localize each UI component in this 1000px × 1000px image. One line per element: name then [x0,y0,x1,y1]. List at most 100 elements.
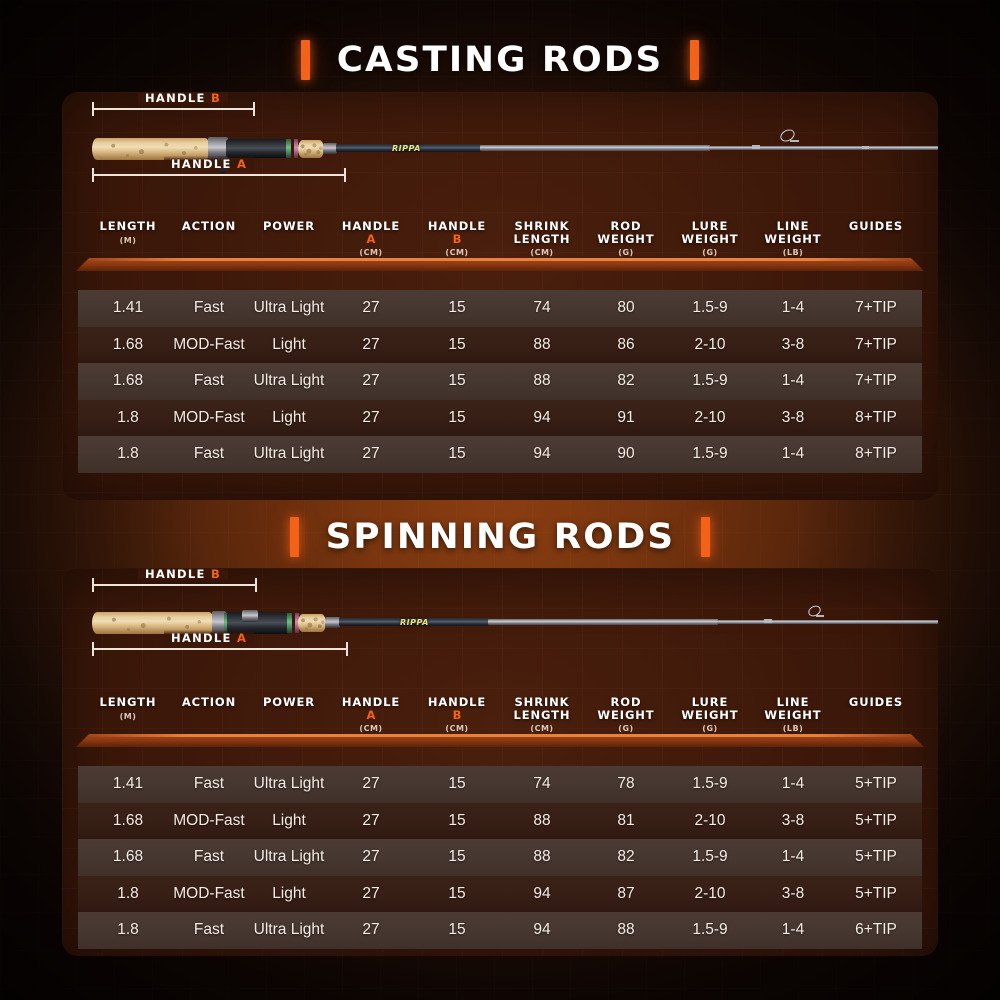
winding-ring-green-rear [224,613,228,633]
table-cell: 5+TIP [855,848,897,866]
column-header-label: POWER [262,695,316,709]
column-header-letter: A [366,707,376,722]
rod-blank-butt [336,144,481,152]
dimension-handle-b: HANDLE B [92,92,255,116]
rod-brand-text: RIPPA [392,144,421,153]
column-header-unit: (LB) [782,724,804,733]
table-cell: Ultra Light [253,299,325,317]
table-cell: 27 [362,372,380,390]
table-cell: 27 [362,335,380,353]
table-cell: Light [272,811,306,829]
table-cell: Light [272,335,306,353]
column-header-line-weight: LINE WEIGHT (LB) [753,220,833,257]
column-header-length: LENGTH (M) [90,220,166,245]
table-cell: 7+TIP [855,335,897,353]
reel-seat-hood [208,137,228,160]
dimension-label-letter: A [236,157,248,171]
table-cell: Fast [193,372,225,390]
dimension-line [92,648,348,650]
rod-blank-mid [480,145,710,151]
rod-brand-text: RIPPA [400,618,429,627]
dimension-line [92,174,346,176]
column-header-lure-weight: LURE WEIGHT (G) [670,220,750,257]
column-header-letter: A [366,231,376,246]
table-cell: 91 [617,408,635,426]
column-header-label: ROD WEIGHT [597,695,655,722]
reel-seat-body [226,139,288,158]
table-row: 1.8 MOD-Fast Light 27 15 94 91 2-10 3-8 8+TIP [78,399,922,436]
winding-ring-pink [294,139,298,158]
column-header-unit: (G) [618,724,634,733]
column-header-shrink-length: SHRINK LENGTH (CM) [499,696,585,733]
column-header-label: GUIDES [848,219,904,233]
table-cell: MOD-Fast [173,335,245,353]
table-cell: 15 [448,408,466,426]
title-accent-bar-left [289,517,299,557]
column-header-label: ACTION [181,219,237,233]
table-cell: 1-4 [781,775,805,793]
dimension-line [92,584,257,586]
table-cell: Light [272,884,306,902]
table-row: 1.8 MOD-Fast Light 27 15 94 87 2-10 3-8 5+TIP [78,875,922,912]
cork-foregrip [298,614,326,632]
column-header-length: LENGTH (M) [90,696,166,721]
column-header-unit: (CM) [530,248,554,257]
column-header-rod-weight: ROD WEIGHT (G) [586,696,666,733]
table-cell: Ultra Light [253,775,325,793]
column-header-unit: (CM) [530,724,554,733]
column-header-label: LINE WEIGHT [764,695,822,722]
table-cell: 74 [533,299,551,317]
table-header-divider-glow [88,258,912,261]
column-header-label: HANDLE [427,695,487,709]
table-cell: 5+TIP [855,884,897,902]
table-cell: 1.8 [117,884,139,902]
column-header-label: LURE WEIGHT [681,219,739,246]
table-cell: 1.8 [117,445,139,463]
table-cell: MOD-Fast [173,408,245,426]
rod-diagram-spinning-rod: HANDLE B RIPPA HANDLE A [62,568,938,666]
column-header-unit: (CM) [445,247,469,257]
table-cell: 2-10 [694,884,726,902]
cork-handle-rear [92,612,214,634]
dimension-tick-left [92,642,94,656]
reel-seat-collar-rear [212,611,226,635]
table-cell: 86 [617,335,635,353]
table-cell: MOD-Fast [173,884,245,902]
column-header-power: POWER [241,220,337,233]
dimension-tick-right [253,102,255,116]
table-cell: 94 [533,921,551,939]
table-header-divider [76,734,924,747]
table-cell: 15 [448,811,466,829]
title-accent-bar-left [300,40,310,80]
dimension-label-handle-a: HANDLE A [164,630,255,646]
table-cell: 1.5-9 [692,445,728,463]
column-header-line-weight: LINE WEIGHT (LB) [753,696,833,733]
column-header-action: ACTION [166,696,252,709]
section-title-text: CASTING RODS [336,40,664,80]
table-cell: 88 [533,848,551,866]
column-header-unit: (M) [119,711,137,721]
table-cell: 1.5-9 [692,848,728,866]
column-header-shrink-length: SHRINK LENGTH (CM) [499,220,585,257]
section-title-2: SPINNING RODS [0,517,1000,557]
table-row: 1.68 MOD-Fast Light 27 15 88 81 2-10 3-8 5+TIP [78,802,922,839]
dimension-tick-right [344,168,346,182]
blank-ferrule [325,617,340,628]
column-header-handle-a: HANDLE A (CM) [332,696,410,733]
table-cell: 15 [448,775,466,793]
line-guide-foot [816,615,824,617]
table-cell: 82 [617,372,635,390]
column-header-lure-weight: LURE WEIGHT (G) [670,696,750,733]
dimension-line [92,108,255,110]
dimension-tick-left [92,102,94,116]
column-header-guides: GUIDES [834,220,918,233]
rod-diagram-casting-rod: HANDLE B RIPPA HANDLE A [62,92,938,190]
column-header-label: SHRINK LENGTH [513,695,571,722]
table-row: 1.68 MOD-Fast Light 27 15 88 86 2-10 3-8 7+TIP [78,326,922,363]
table-row: 1.41 Fast Ultra Light 27 15 74 80 1.5-9 1-4 7+TIP [78,290,922,327]
table-cell: 5+TIP [855,811,897,829]
table-cell: 1.68 [112,811,144,829]
column-header-rod-weight: ROD WEIGHT (G) [586,220,666,257]
rod-blank-tip [709,146,938,150]
